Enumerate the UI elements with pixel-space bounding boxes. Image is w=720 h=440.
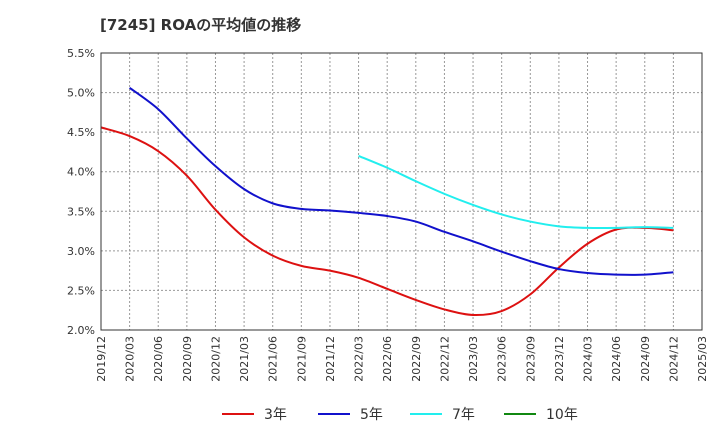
series-line-0 [100, 126, 674, 317]
y-tick-label: 3.0% [67, 245, 95, 258]
x-tick-label: 2025/03 [696, 336, 709, 382]
x-tick-label: 2023/09 [524, 336, 537, 382]
series-line-1 [129, 87, 674, 276]
y-tick-label: 5.5% [67, 47, 95, 60]
x-tick-label: 2021/12 [324, 336, 337, 382]
y-tick-label: 2.0% [67, 324, 95, 337]
x-tick-label: 2020/09 [181, 336, 194, 382]
chart-title: [7245] ROAの平均値の推移 [100, 16, 301, 34]
legend-label-0: 3年 [264, 407, 287, 423]
x-tick-label: 2020/12 [209, 336, 222, 382]
y-tick-label: 5.0% [67, 87, 95, 100]
x-tick-label: 2023/06 [496, 336, 509, 382]
x-tick-label: 2021/03 [238, 336, 251, 382]
x-tick-label: 2022/06 [381, 336, 394, 382]
x-tick-label: 2021/06 [267, 336, 280, 382]
x-tick-label: 2024/06 [610, 336, 623, 382]
x-tick-label: 2023/12 [553, 336, 566, 382]
y-axis-ticks: 2.0% 2.5% 3.0% 3.5% 4.0% 4.5% 5.0% 5.5% [67, 47, 95, 337]
x-tick-label: 2019/12 [95, 336, 108, 382]
legend-label-2: 7年 [452, 407, 475, 423]
legend-label-3: 10年 [546, 407, 578, 423]
y-tick-label: 3.5% [67, 205, 95, 218]
grid [101, 53, 702, 330]
x-tick-label: 2024/12 [667, 336, 680, 382]
legend-label-1: 5年 [360, 407, 383, 423]
y-tick-label: 4.0% [67, 166, 95, 179]
x-tick-label: 2022/03 [353, 336, 366, 382]
x-tick-label: 2022/12 [438, 336, 451, 382]
x-tick-label: 2020/06 [152, 336, 165, 382]
x-tick-label: 2021/09 [295, 336, 308, 382]
x-tick-label: 2022/09 [410, 336, 423, 382]
series-lines [100, 87, 674, 317]
x-tick-label: 2024/09 [639, 336, 652, 382]
x-axis-ticks: 2019/12 2020/03 2020/06 2020/09 2020/12 2021/… [95, 336, 709, 382]
x-tick-label: 2024/03 [582, 336, 595, 382]
series-line-2 [358, 154, 674, 230]
plot-frame [100, 52, 703, 331]
y-tick-label: 4.5% [67, 126, 95, 139]
x-tick-label: 2023/03 [467, 336, 480, 382]
y-tick-label: 2.5% [67, 284, 95, 297]
legend: 3年 5年 7年 10年 [222, 407, 578, 423]
x-tick-label: 2020/03 [124, 336, 137, 382]
